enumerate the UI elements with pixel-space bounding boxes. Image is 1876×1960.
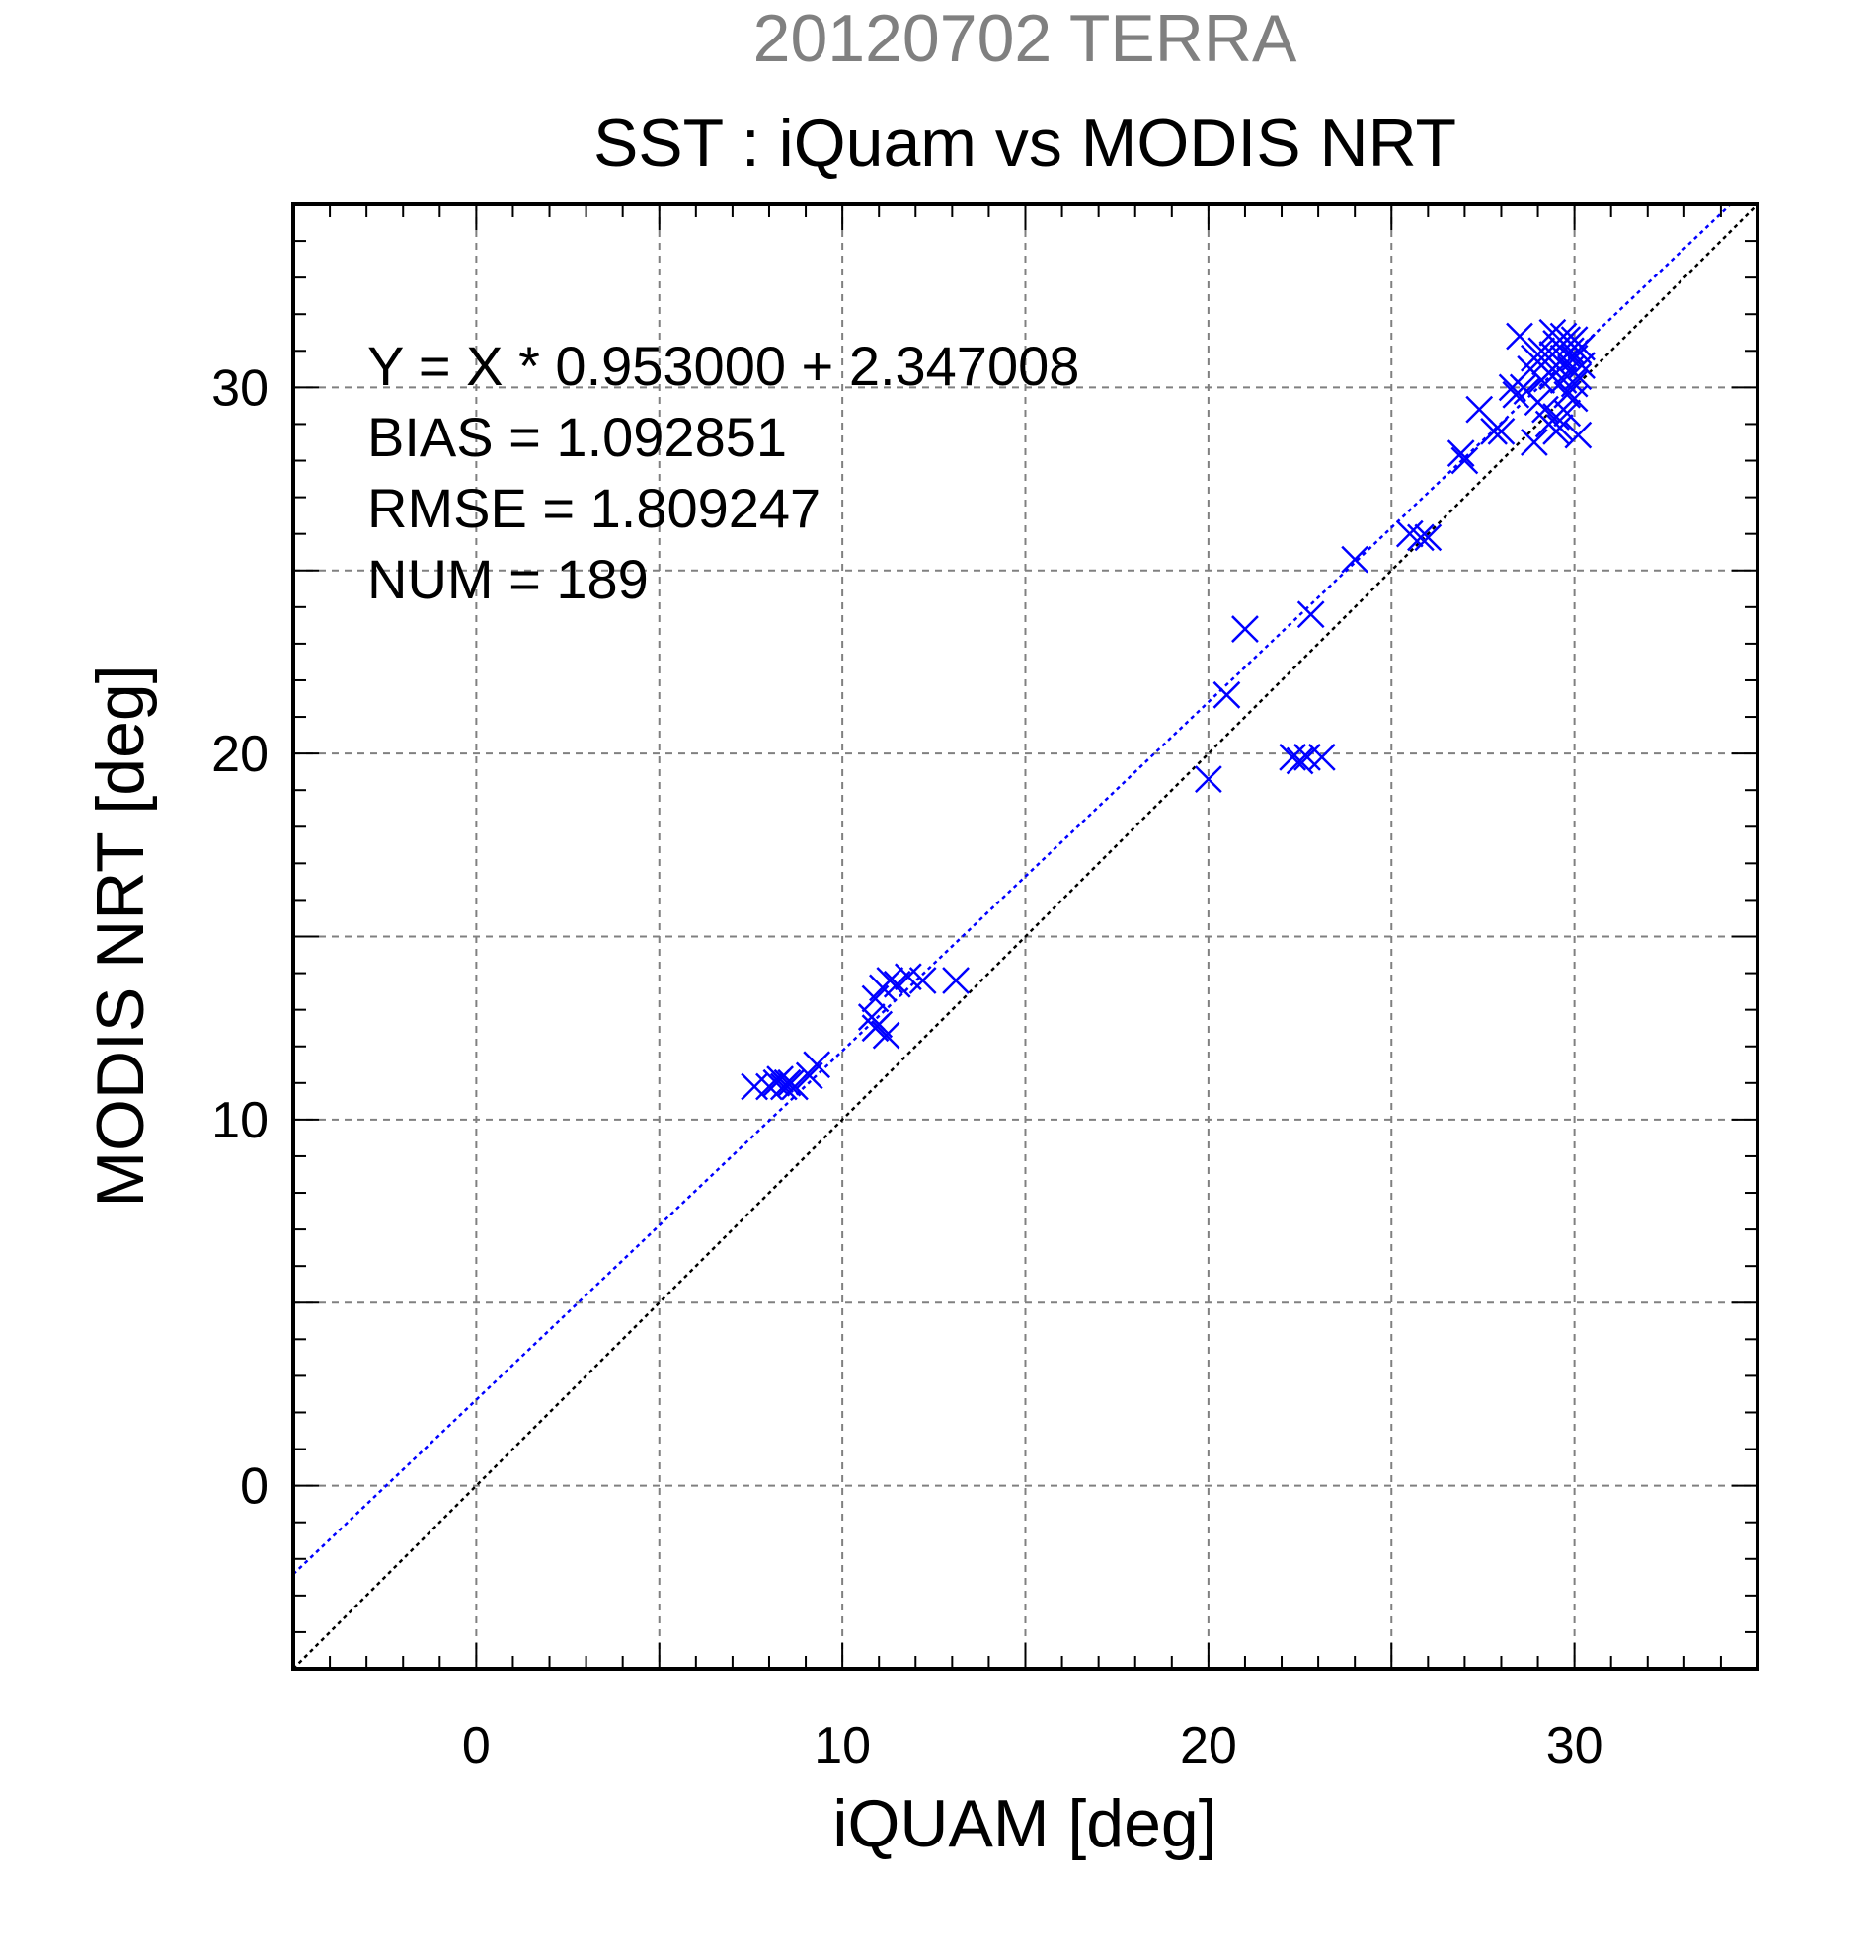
- data-point: [1279, 743, 1307, 771]
- stats-annotation-line: RMSE = 1.809247: [367, 477, 821, 539]
- x-tick-label: 30: [1546, 1717, 1603, 1774]
- data-point-stroke: [1286, 746, 1314, 775]
- data-point: [1531, 348, 1559, 376]
- data-point-stroke: [1480, 417, 1508, 445]
- y-tick-label: 10: [211, 1092, 269, 1149]
- identity-line-path: [292, 203, 1759, 1670]
- data-point-stroke: [1446, 439, 1475, 467]
- data-point-stroke: [1531, 348, 1559, 376]
- data-point: [1194, 765, 1222, 793]
- data-point: [803, 1051, 831, 1079]
- data-point-stroke: [1450, 446, 1479, 475]
- data-point: [1560, 369, 1589, 398]
- data-point-stroke: [1538, 362, 1567, 391]
- data-point: [1465, 395, 1494, 424]
- data-point-stroke: [766, 1065, 794, 1093]
- data-point-stroke: [1395, 519, 1424, 548]
- data-point: [1293, 743, 1321, 771]
- data-point: [781, 1072, 809, 1101]
- data-point: [1480, 417, 1508, 445]
- data-point-stroke: [1538, 318, 1567, 347]
- data-point: [773, 1068, 802, 1097]
- stats-annotation-line: NUM = 189: [367, 548, 649, 610]
- y-axis-label: MODIS NRT [deg]: [83, 665, 158, 1207]
- data-point-stroke: [773, 1068, 802, 1097]
- data-point-stroke: [1307, 743, 1336, 771]
- data-point: [766, 1065, 794, 1093]
- data-point: [1538, 362, 1567, 391]
- data-point-stroke: [1279, 743, 1307, 771]
- data-point-stroke: [1296, 600, 1325, 629]
- data-point-stroke: [908, 967, 937, 994]
- chart-subtitle: SST : iQuam vs MODIS NRT: [593, 106, 1456, 181]
- data-point: [1520, 429, 1548, 456]
- data-point-stroke: [1487, 417, 1516, 445]
- data-point-stroke: [1560, 384, 1589, 413]
- plot-frame: [291, 202, 1759, 1671]
- x-tick-label: 20: [1180, 1717, 1237, 1774]
- data-point-stroke: [1542, 417, 1570, 445]
- data-point: [1568, 352, 1596, 380]
- data-point-stroke: [1527, 337, 1556, 365]
- data-point-stroke: [1414, 523, 1443, 552]
- data-point: [872, 1021, 900, 1050]
- data-point: [1487, 417, 1516, 445]
- data-point: [1341, 545, 1369, 574]
- data-point: [1395, 519, 1424, 548]
- data-point-stroke: [1506, 322, 1533, 351]
- data-point: [908, 967, 937, 994]
- data-point: [1506, 322, 1533, 351]
- data-point: [1446, 439, 1475, 467]
- data-point-stroke: [1560, 369, 1589, 398]
- data-point-stroke: [1293, 743, 1321, 771]
- data-points: [741, 318, 1596, 1101]
- data-point-stroke: [876, 967, 904, 994]
- data-point: [942, 967, 970, 994]
- data-point-stroke: [872, 1021, 900, 1050]
- data-point-stroke: [1553, 399, 1582, 428]
- stats-annotation-line: BIAS = 1.092851: [367, 406, 787, 468]
- data-point: [1231, 615, 1259, 643]
- x-tick-label: 0: [462, 1717, 491, 1774]
- data-point: [1414, 523, 1443, 552]
- data-point-stroke: [781, 1072, 809, 1101]
- data-point: [1450, 446, 1479, 475]
- y-tick-label: 20: [211, 726, 269, 783]
- tick-labels: 0 10 20 30 0 10 20 30: [211, 359, 1602, 1774]
- stats-annotations: Y = X * 0.953000 + 2.347008 BIAS = 1.0928…: [367, 335, 1079, 610]
- data-point-stroke: [865, 1010, 894, 1039]
- data-point-stroke: [741, 1072, 769, 1101]
- data-point-stroke: [1568, 352, 1596, 380]
- data-point: [1307, 743, 1336, 771]
- data-point: [1296, 600, 1325, 629]
- y-tick-label: 0: [240, 1458, 269, 1516]
- data-point-stroke: [1231, 615, 1259, 643]
- data-point: [1542, 417, 1570, 445]
- data-point: [1553, 399, 1582, 428]
- axis-ticks: [292, 203, 1759, 1670]
- data-point-stroke: [894, 963, 922, 991]
- data-point: [1407, 523, 1435, 552]
- data-point-stroke: [1465, 395, 1494, 424]
- data-point-stroke: [1341, 545, 1369, 574]
- x-axis-label: iQUAM [deg]: [832, 1786, 1216, 1861]
- data-point: [1564, 362, 1593, 391]
- data-point-stroke: [1212, 680, 1241, 709]
- chart-title: 20120702 TERRA: [753, 1, 1297, 76]
- stats-annotation-line: Y = X * 0.953000 + 2.347008: [367, 335, 1079, 397]
- identity-line: [292, 203, 1759, 1670]
- data-point: [876, 967, 904, 994]
- data-point: [1212, 680, 1241, 709]
- data-point-stroke: [803, 1051, 831, 1079]
- data-point-stroke: [1520, 429, 1548, 456]
- x-tick-label: 10: [814, 1717, 871, 1774]
- data-point-stroke: [942, 967, 970, 994]
- y-tick-label: 30: [211, 359, 269, 417]
- data-point-stroke: [1407, 523, 1435, 552]
- data-point-stroke: [1564, 362, 1593, 391]
- data-point-stroke: [1194, 765, 1222, 793]
